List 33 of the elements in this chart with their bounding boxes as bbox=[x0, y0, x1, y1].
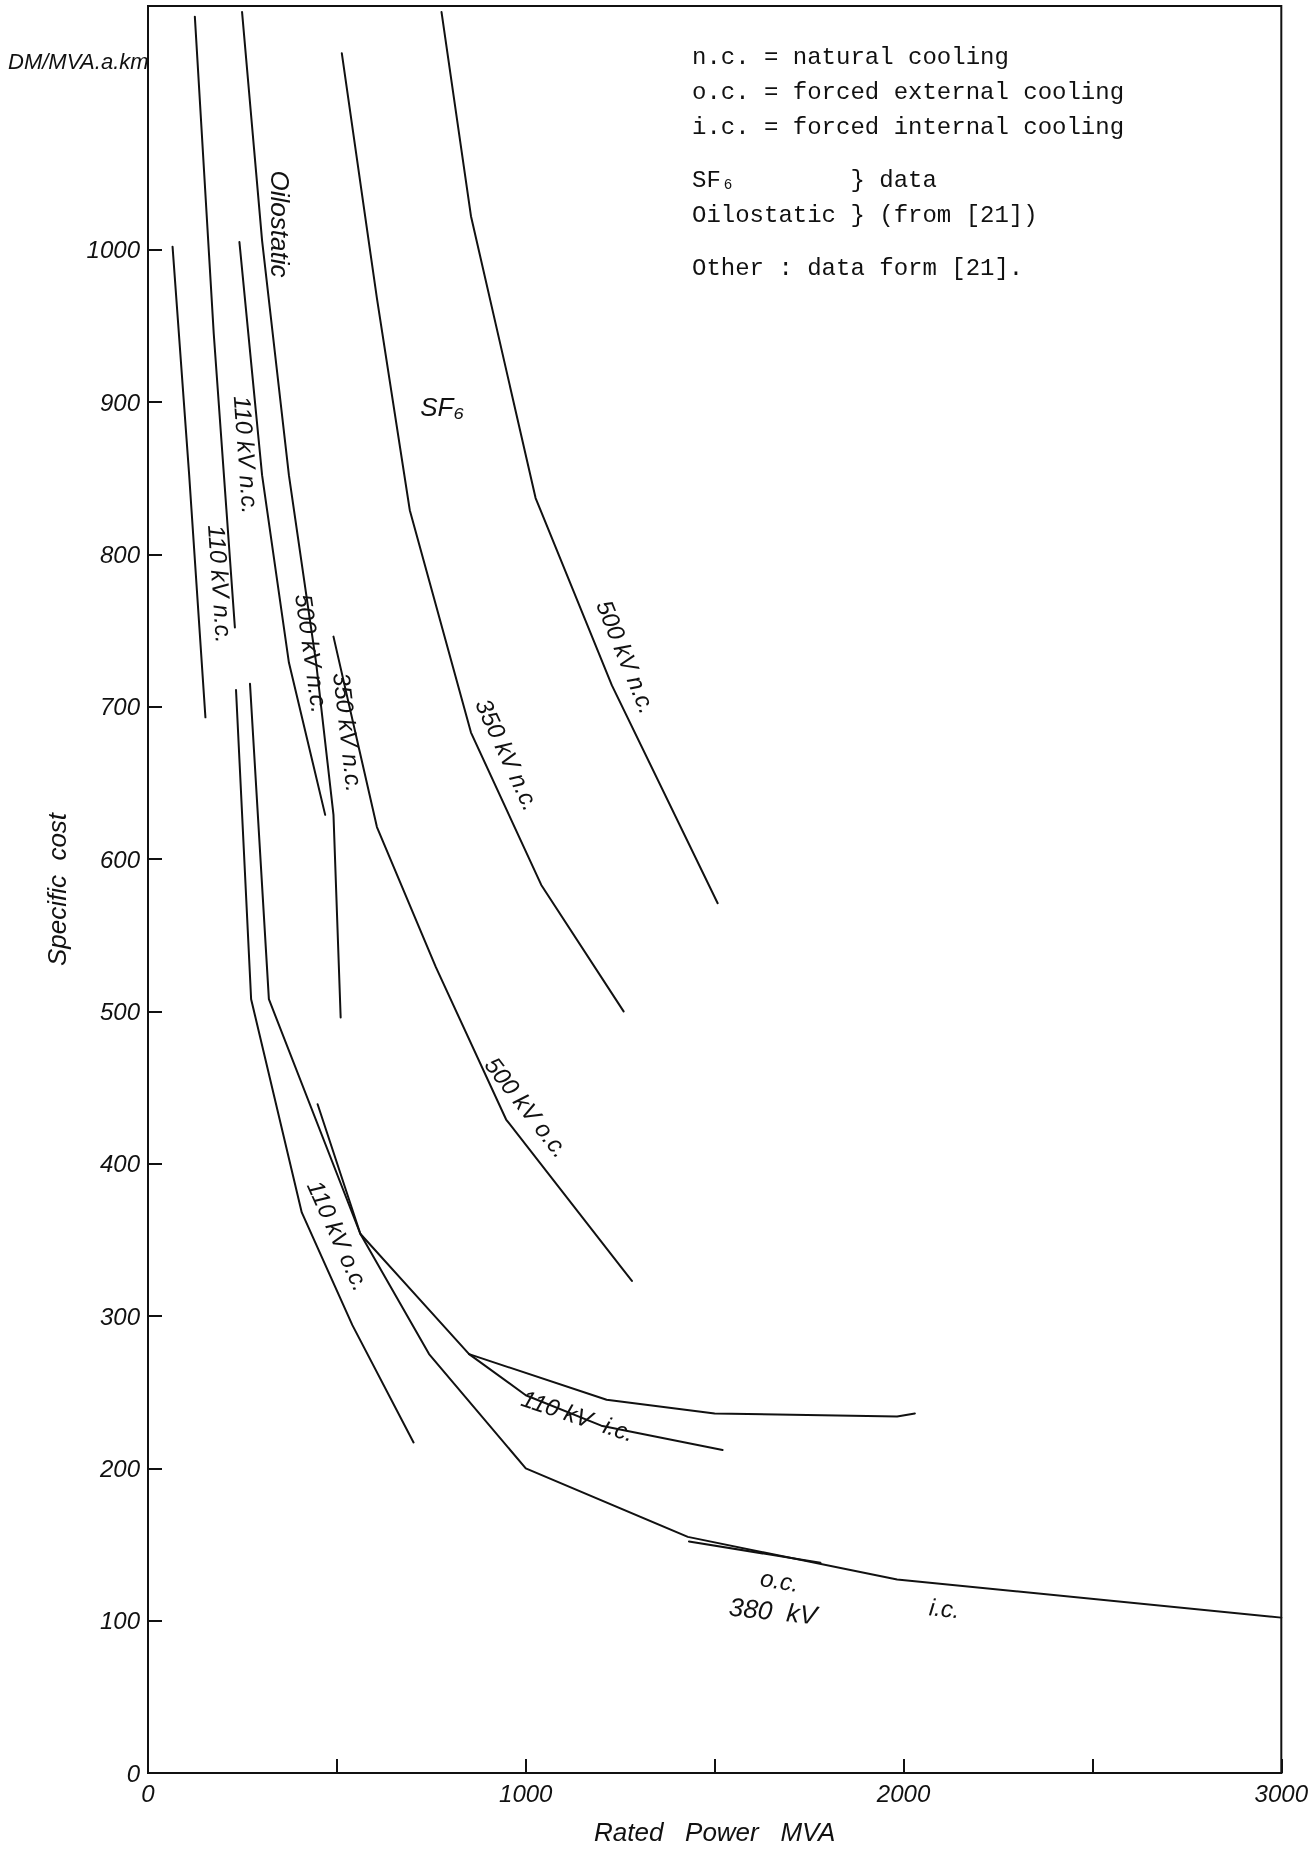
annotation: o.c. = forced external cooling bbox=[692, 78, 1125, 106]
annotation: i.c. = forced internal cooling bbox=[692, 113, 1125, 141]
x-tick-label: 2000 bbox=[875, 1779, 931, 1807]
text: 110 kV n.c. bbox=[203, 524, 238, 644]
y-tick-label: 0 bbox=[126, 1759, 141, 1787]
y-tick-label: 100 bbox=[99, 1607, 141, 1635]
annotation: SF₆ bbox=[420, 392, 465, 422]
annotation: Oilostatic bbox=[265, 170, 295, 278]
text: 500 kV n.c. bbox=[591, 596, 662, 718]
y-tick-label: 300 bbox=[99, 1302, 141, 1330]
annotation: Oilostatic } (from [21]) bbox=[692, 201, 1038, 229]
annotation: DM/MVA.a.km bbox=[8, 48, 149, 74]
x-tick-label: 1000 bbox=[499, 1779, 554, 1807]
y-tick-label: 500 bbox=[99, 997, 141, 1025]
text: 110 kV n.c. bbox=[228, 394, 265, 515]
text: 500 kV o.c. bbox=[479, 1051, 575, 1163]
text: i.c. bbox=[927, 1593, 962, 1624]
y-axis-title: Specific cost bbox=[42, 811, 72, 967]
annotation: Other : data form [21]. bbox=[692, 254, 1024, 282]
y-tick-label: 800 bbox=[99, 540, 141, 568]
annotation: SF₆ } data bbox=[692, 166, 937, 194]
y-tick-label: 900 bbox=[99, 388, 141, 416]
text: 350 kV n.c. bbox=[328, 671, 369, 794]
y-tick-label: 400 bbox=[99, 1150, 141, 1178]
y-tick-label: 200 bbox=[98, 1454, 141, 1482]
x-axis-title: Rated Power MVA bbox=[593, 1817, 836, 1847]
text: 110 kV o.c. bbox=[301, 1176, 376, 1296]
x-tick-label: 3000 bbox=[1254, 1779, 1309, 1807]
y-tick-label: 600 bbox=[99, 845, 141, 873]
text: 350 kV n.c. bbox=[470, 694, 546, 815]
y-tick-label: 1000 bbox=[86, 236, 141, 264]
y-tick-label: 700 bbox=[99, 693, 141, 721]
annotation: n.c. = natural cooling bbox=[692, 43, 1009, 71]
